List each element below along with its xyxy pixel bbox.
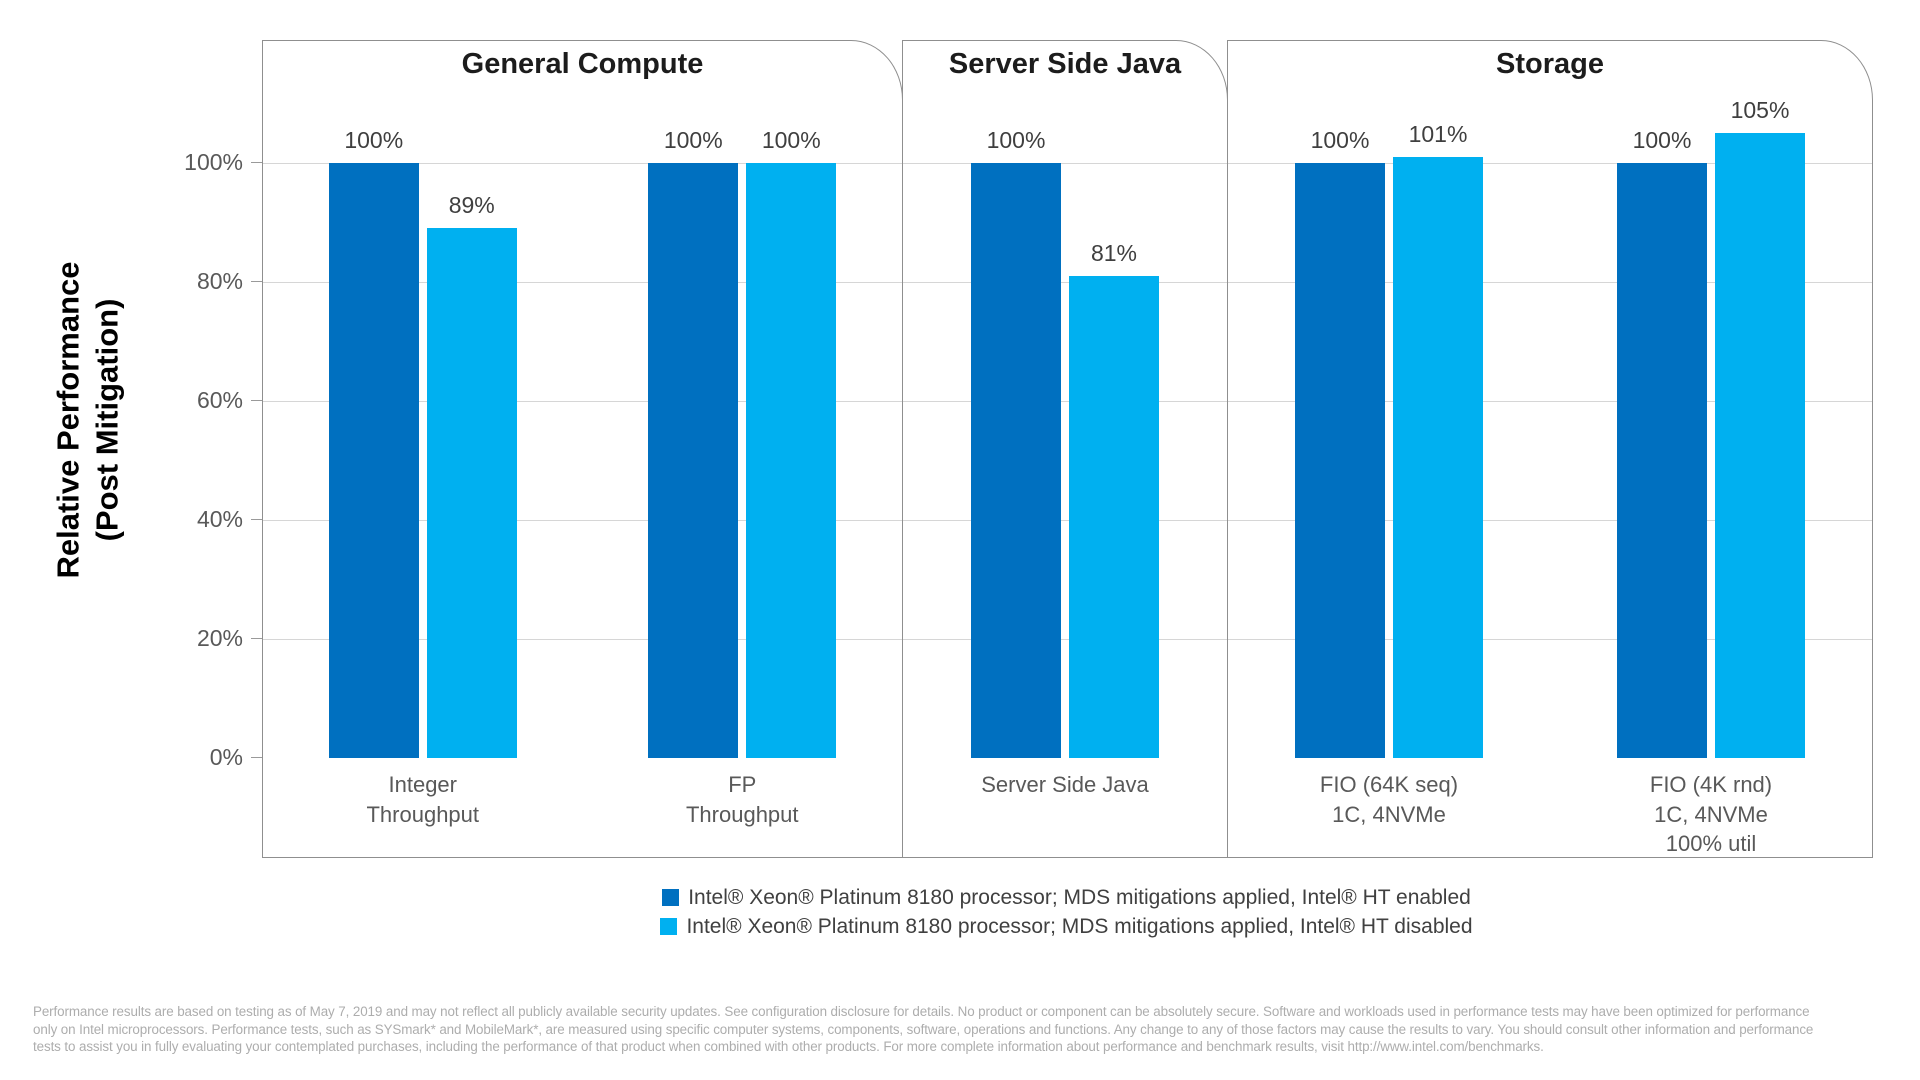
bar-ht-enabled: 100% (1295, 127, 1385, 758)
category-labels-general-compute: Integer Throughput FP Throughput (263, 770, 902, 829)
y-tick-label-60pct: 60% (196, 387, 243, 413)
bar-ht-enabled: 100% (328, 127, 419, 758)
bar-ht-disabled: 89% (426, 192, 517, 758)
panel-title-server-side-java: Server Side Java (948, 48, 1182, 80)
bar-group: 100% 89% (328, 127, 517, 758)
bar-group: 100% 100% (648, 127, 837, 758)
panel-title-storage: Storage (1496, 48, 1604, 80)
category-labels-server-side-java: Server Side Java (903, 770, 1227, 800)
bar-value-label: 100% (1310, 127, 1370, 153)
gridline-100pct (903, 163, 1227, 164)
bar-groups: 100% 101% 100% 105% (1228, 41, 1872, 758)
y-tick-label-40pct: 40% (196, 506, 243, 532)
gridline-20pct (263, 639, 902, 640)
bar-value-label: 100% (986, 127, 1046, 153)
category-label: Integer Throughput (366, 772, 480, 827)
bar-value-label: 81% (1090, 240, 1138, 267)
gridline-60pct (263, 401, 902, 402)
legend-item-ht-enabled: Intel® Xeon® Platinum 8180 processor; MD… (662, 883, 1471, 912)
y-tick-label-20pct: 20% (196, 625, 243, 651)
y-tick-mark-40pct (251, 519, 262, 520)
gridline-80pct (1228, 282, 1872, 283)
legend-swatch-ht-enabled (662, 889, 680, 906)
y-tick-mark-80pct (251, 281, 262, 282)
panels-row: General Compute 100% 89% 100% 100% Integer … (262, 40, 1873, 858)
y-tick-label-80pct: 80% (196, 268, 243, 294)
gridline-80pct (903, 282, 1227, 283)
gridline-20pct (1228, 639, 1872, 640)
panel-title-general-compute: General Compute (461, 48, 704, 80)
category-label: FIO (4K rnd) 1C, 4NVMe 100% util (1649, 772, 1773, 857)
gridline-80pct (263, 282, 902, 283)
bar-value-label: 101% (1408, 121, 1468, 148)
category-label: FP Throughput (685, 772, 799, 827)
gridline-20pct (903, 639, 1227, 640)
y-tick-mark-60pct (251, 400, 262, 401)
category-labels-storage: FIO (64K seq) 1C, 4NVMe FIO (4K rnd) 1C, … (1228, 770, 1872, 859)
bar-group: 100% 105% (1617, 97, 1805, 758)
bar-value-label: 100% (761, 127, 821, 153)
y-axis: 0% 20% 40% 60% 80% 100% (0, 40, 262, 857)
gridline-100pct (263, 163, 902, 164)
plot-area-server-side-java: 100% 81% (903, 41, 1227, 758)
gridline-60pct (1228, 401, 1872, 402)
bar-ht-disabled: 105% (1715, 97, 1805, 758)
panel-storage: Storage 100% 101% 100% 105% FIO (64K seq) 1… (1227, 40, 1873, 858)
bar-group: 100% 81% (971, 127, 1159, 758)
y-tick-label-0pct: 0% (209, 744, 243, 770)
bar-groups: 100% 89% 100% 100% (263, 41, 902, 758)
bar-ht-disabled: 101% (1393, 121, 1483, 758)
plot-area-general-compute: 100% 89% 100% 100% (263, 41, 902, 758)
y-tick-mark-100pct (251, 162, 262, 163)
bar-value-label: 100% (1632, 127, 1692, 153)
disclaimer-line-3: tests to assist you in fully evaluating … (33, 1039, 1544, 1054)
gridline-40pct (263, 520, 902, 521)
legend: Intel® Xeon® Platinum 8180 processor; MD… (262, 883, 1871, 941)
y-tick-mark-0pct (251, 757, 262, 758)
legend-item-ht-disabled: Intel® Xeon® Platinum 8180 processor; MD… (660, 912, 1473, 941)
bar-value-label: 105% (1730, 97, 1790, 124)
gridline-40pct (903, 520, 1227, 521)
bar-value-label: 100% (344, 127, 404, 153)
bar-ht-enabled: 100% (1617, 127, 1707, 758)
legend-label-ht-enabled: Intel® Xeon® Platinum 8180 processor; MD… (688, 885, 1471, 909)
gridline-60pct (903, 401, 1227, 402)
legend-label-ht-disabled: Intel® Xeon® Platinum 8180 processor; MD… (686, 914, 1473, 938)
panel-general-compute: General Compute 100% 89% 100% 100% Integer … (262, 40, 903, 858)
gridline-100pct (1228, 163, 1872, 164)
y-tick-mark-20pct (251, 638, 262, 639)
legend-swatch-ht-disabled (660, 918, 678, 935)
disclaimer-line-1: Performance results are based on testing… (33, 1004, 1810, 1019)
bar-ht-enabled: 100% (971, 127, 1061, 758)
y-tick-label-100pct: 100% (184, 149, 243, 175)
gridline-40pct (1228, 520, 1872, 521)
bar-group: 100% 101% (1295, 121, 1483, 758)
bar-groups: 100% 81% (903, 41, 1227, 758)
bar-value-label: 89% (448, 192, 495, 219)
category-label: Server Side Java (981, 772, 1149, 797)
plot-area-storage: 100% 101% 100% 105% (1228, 41, 1872, 758)
bar-ht-disabled: 81% (1069, 240, 1159, 758)
disclaimer: Performance results are based on testing… (33, 1003, 1893, 1056)
bar-ht-disabled: 100% (746, 127, 837, 758)
panel-server-side-java: Server Side Java 100% 81% Server Side Jav… (902, 40, 1228, 858)
category-label: FIO (64K seq) 1C, 4NVMe (1319, 772, 1459, 827)
disclaimer-line-2: only on Intel microprocessors. Performan… (33, 1021, 1814, 1037)
bar-ht-enabled: 100% (648, 127, 739, 758)
bar-value-label: 100% (663, 127, 723, 153)
